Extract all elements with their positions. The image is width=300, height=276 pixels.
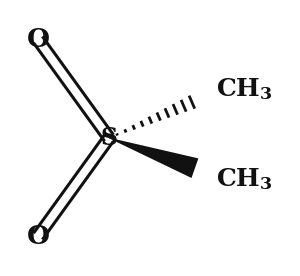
Polygon shape [109, 138, 198, 178]
Text: $\mathregular{CH_3}$: $\mathregular{CH_3}$ [216, 76, 272, 102]
Text: O: O [26, 224, 50, 249]
Text: O: O [26, 27, 50, 52]
Text: $\mathregular{CH_3}$: $\mathregular{CH_3}$ [216, 166, 272, 192]
Text: S: S [100, 126, 118, 150]
